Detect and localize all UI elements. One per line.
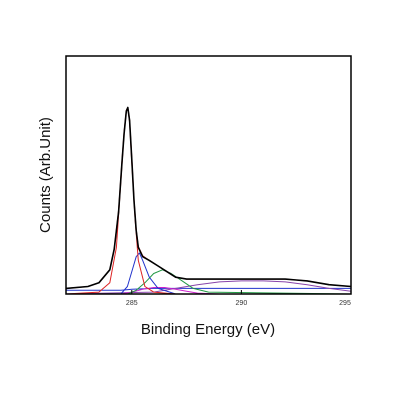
y-axis-title: Counts (Arb.Unit) xyxy=(37,117,54,233)
x-tick-label: 285 xyxy=(126,300,138,307)
x-tick-label: 290 xyxy=(236,300,248,307)
series-line-component-3 xyxy=(66,269,352,295)
series-line-background xyxy=(66,287,351,291)
series-layer xyxy=(65,106,352,295)
series-line-component-2 xyxy=(66,252,351,295)
plot-frame xyxy=(65,55,352,295)
series-line-experimental xyxy=(65,106,352,290)
x-axis-title: Binding Energy (eV) xyxy=(141,321,275,338)
x-tick-label: 295 xyxy=(339,300,351,307)
x-ticks: 285 290 295 xyxy=(126,290,352,307)
series-line-component-broad xyxy=(65,280,352,295)
